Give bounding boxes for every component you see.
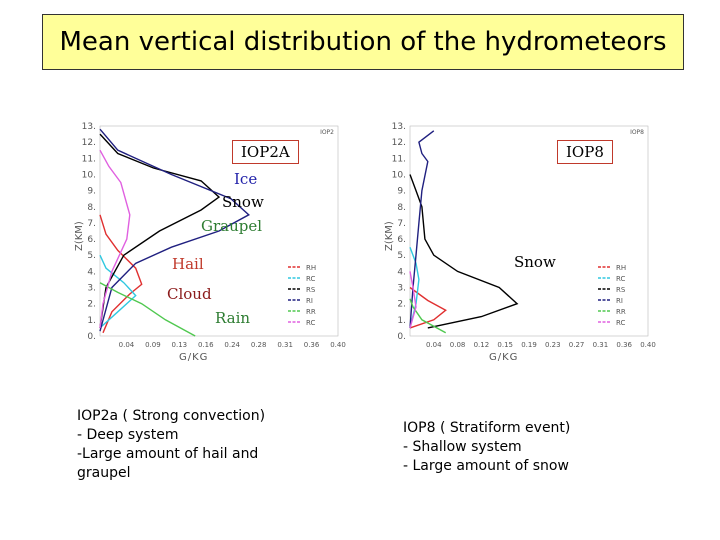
y-tick-label: 8. <box>397 203 406 213</box>
y-tick-label: 2. <box>87 300 96 310</box>
y-tick-label: 3. <box>87 284 96 294</box>
plot-frame <box>409 125 649 337</box>
x-tick-label: 0.28 <box>251 341 267 349</box>
series-line-ri <box>409 130 435 328</box>
y-tick-label: 12. <box>392 138 406 148</box>
x-tick-label: 0.31 <box>593 341 609 349</box>
x-tick-label: 0.40 <box>330 341 346 349</box>
y-tick-label: 13. <box>392 122 406 132</box>
series-line-rs <box>409 174 519 329</box>
panel-label-iop8: IOP8 <box>557 140 613 164</box>
y-axis-label: Z(KM) <box>74 221 85 251</box>
y-tick-label: 7. <box>397 219 406 229</box>
x-tick-label: 0.31 <box>277 341 293 349</box>
x-tick-label: 0.19 <box>521 341 537 349</box>
y-tick-label: 12. <box>82 138 96 148</box>
slide-title: Mean vertical distribution of the hydrom… <box>42 14 684 70</box>
x-tick-label: 0.13 <box>172 341 188 349</box>
chart-iop2a: 0. 1. 2. 3. 4. 5. 6. 7. 8. 9. 10. 11. 12. 13. 0.04 0.09… <box>74 122 346 363</box>
x-tick-label: 0.36 <box>304 341 320 349</box>
y-tick-label: 4. <box>397 267 406 277</box>
panel-label-iop2a: IOP2A <box>232 140 299 164</box>
series-line-rc <box>99 254 137 329</box>
x-tick-label: 0.27 <box>569 341 585 349</box>
x-axis-label: G/KG <box>489 352 518 363</box>
y-axis-label: Z(KM) <box>384 221 395 251</box>
plot-frame <box>99 125 339 337</box>
legend-label: RI <box>306 297 313 305</box>
series-line-rr <box>409 298 447 334</box>
y-tick-label: 6. <box>87 235 96 245</box>
y-tick-label: 6. <box>397 235 406 245</box>
y-tick-label: 2. <box>397 300 406 310</box>
x-tick-label: 0.16 <box>198 341 214 349</box>
legend-label: RI <box>616 297 623 305</box>
y-tick-label: 10. <box>82 170 96 180</box>
y-tick-label: 0. <box>397 332 406 342</box>
y-tick-label: 5. <box>397 251 406 261</box>
y-tick-label: 9. <box>87 187 96 197</box>
y-tick-label: 7. <box>87 219 96 229</box>
x-tick-label: 0.08 <box>450 341 466 349</box>
series-line-rr <box>99 282 196 337</box>
legend-label: RC <box>306 275 316 283</box>
series-line-rc <box>99 149 131 328</box>
legend-label: RS <box>306 286 316 294</box>
annotation-rain: Rain <box>215 309 251 327</box>
chart-iop8: 0. 1. 2. 3. 4. 5. 6. 7. 8. 9. 10. 11. 12. 13. 0.04 0.08… <box>384 122 656 363</box>
annotation-hail: Hail <box>172 255 204 273</box>
x-tick-label: 0.09 <box>145 341 161 349</box>
legend-label: RR <box>306 308 316 316</box>
x-tick-label: 0.23 <box>545 341 561 349</box>
x-tick-label: 0.15 <box>497 341 513 349</box>
y-tick-label: 1. <box>397 316 406 326</box>
y-tick-label: 5. <box>87 251 96 261</box>
series-line-rs <box>99 133 221 329</box>
y-tick-label: 11. <box>82 154 96 164</box>
y-tick-label: 3. <box>397 284 406 294</box>
legend-label: RR <box>616 308 626 316</box>
notes-iop2a: IOP2a ( Strong convection) - Deep system… <box>77 408 266 481</box>
legend-label: RH <box>616 264 626 272</box>
series-line-rc <box>409 271 417 329</box>
x-tick-label: 0.40 <box>640 341 656 349</box>
x-tick-label: 0.12 <box>474 341 490 349</box>
series-line-rh <box>99 214 143 334</box>
legend-label: RH <box>306 264 316 272</box>
series-line-ri <box>99 128 251 332</box>
notes-iop8: IOP8 ( Stratiform event) - Shallow syste… <box>403 420 571 474</box>
x-tick-label: 0.24 <box>224 341 240 349</box>
annotation-cloud: Cloud <box>167 285 212 303</box>
annotation-ice: Ice <box>234 170 258 188</box>
y-tick-label: 1. <box>87 316 96 326</box>
y-tick-label: 11. <box>392 154 406 164</box>
x-axis-label: G/KG <box>179 352 208 363</box>
legend-label: RC <box>616 275 626 283</box>
y-tick-label: 4. <box>87 267 96 277</box>
x-tick-label: 0.36 <box>616 341 632 349</box>
x-tick-label: 0.04 <box>119 341 135 349</box>
panel-tag: IOP8 <box>630 129 644 136</box>
legend-label: RC <box>306 319 316 327</box>
x-tick-label: 0.04 <box>426 341 442 349</box>
y-tick-label: 10. <box>392 170 406 180</box>
legend-label: RS <box>616 286 626 294</box>
annotation-graupel: Graupel <box>201 217 263 235</box>
annotation-snow: Snow <box>222 193 264 211</box>
panel-tag: IOP2 <box>320 129 334 136</box>
y-tick-label: 8. <box>87 203 96 213</box>
legend-label: RC <box>616 319 626 327</box>
annotation-snow-iop8: Snow <box>514 253 556 271</box>
y-tick-label: 0. <box>87 332 96 342</box>
y-tick-label: 13. <box>82 122 96 132</box>
y-tick-label: 9. <box>397 187 406 197</box>
